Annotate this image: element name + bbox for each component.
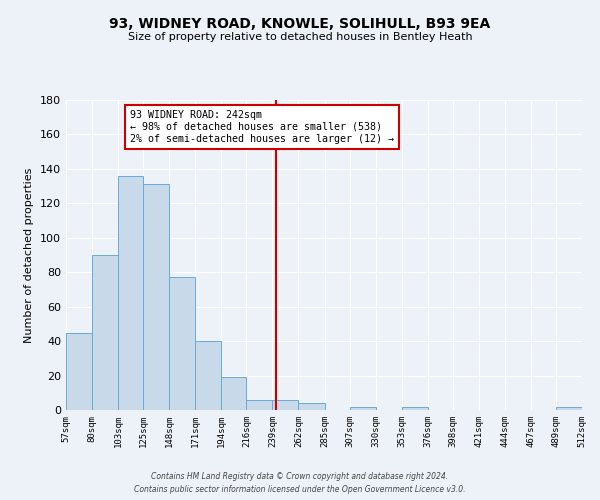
Bar [66,332,92,410]
Bar [350,406,376,410]
Bar [92,255,118,410]
Bar [401,406,428,410]
Bar [221,378,247,410]
Bar [272,400,298,410]
Y-axis label: Number of detached properties: Number of detached properties [25,168,34,342]
Bar [247,400,272,410]
Bar [169,278,195,410]
Bar [195,341,221,410]
Text: Contains HM Land Registry data © Crown copyright and database right 2024.
Contai: Contains HM Land Registry data © Crown c… [134,472,466,494]
Text: 93 WIDNEY ROAD: 242sqm
← 98% of detached houses are smaller (538)
2% of semi-det: 93 WIDNEY ROAD: 242sqm ← 98% of detached… [130,110,394,144]
Text: 93, WIDNEY ROAD, KNOWLE, SOLIHULL, B93 9EA: 93, WIDNEY ROAD, KNOWLE, SOLIHULL, B93 9… [109,18,491,32]
Bar [298,403,325,410]
Bar [556,406,582,410]
Bar [143,184,169,410]
Bar [118,176,143,410]
Text: Size of property relative to detached houses in Bentley Heath: Size of property relative to detached ho… [128,32,472,42]
